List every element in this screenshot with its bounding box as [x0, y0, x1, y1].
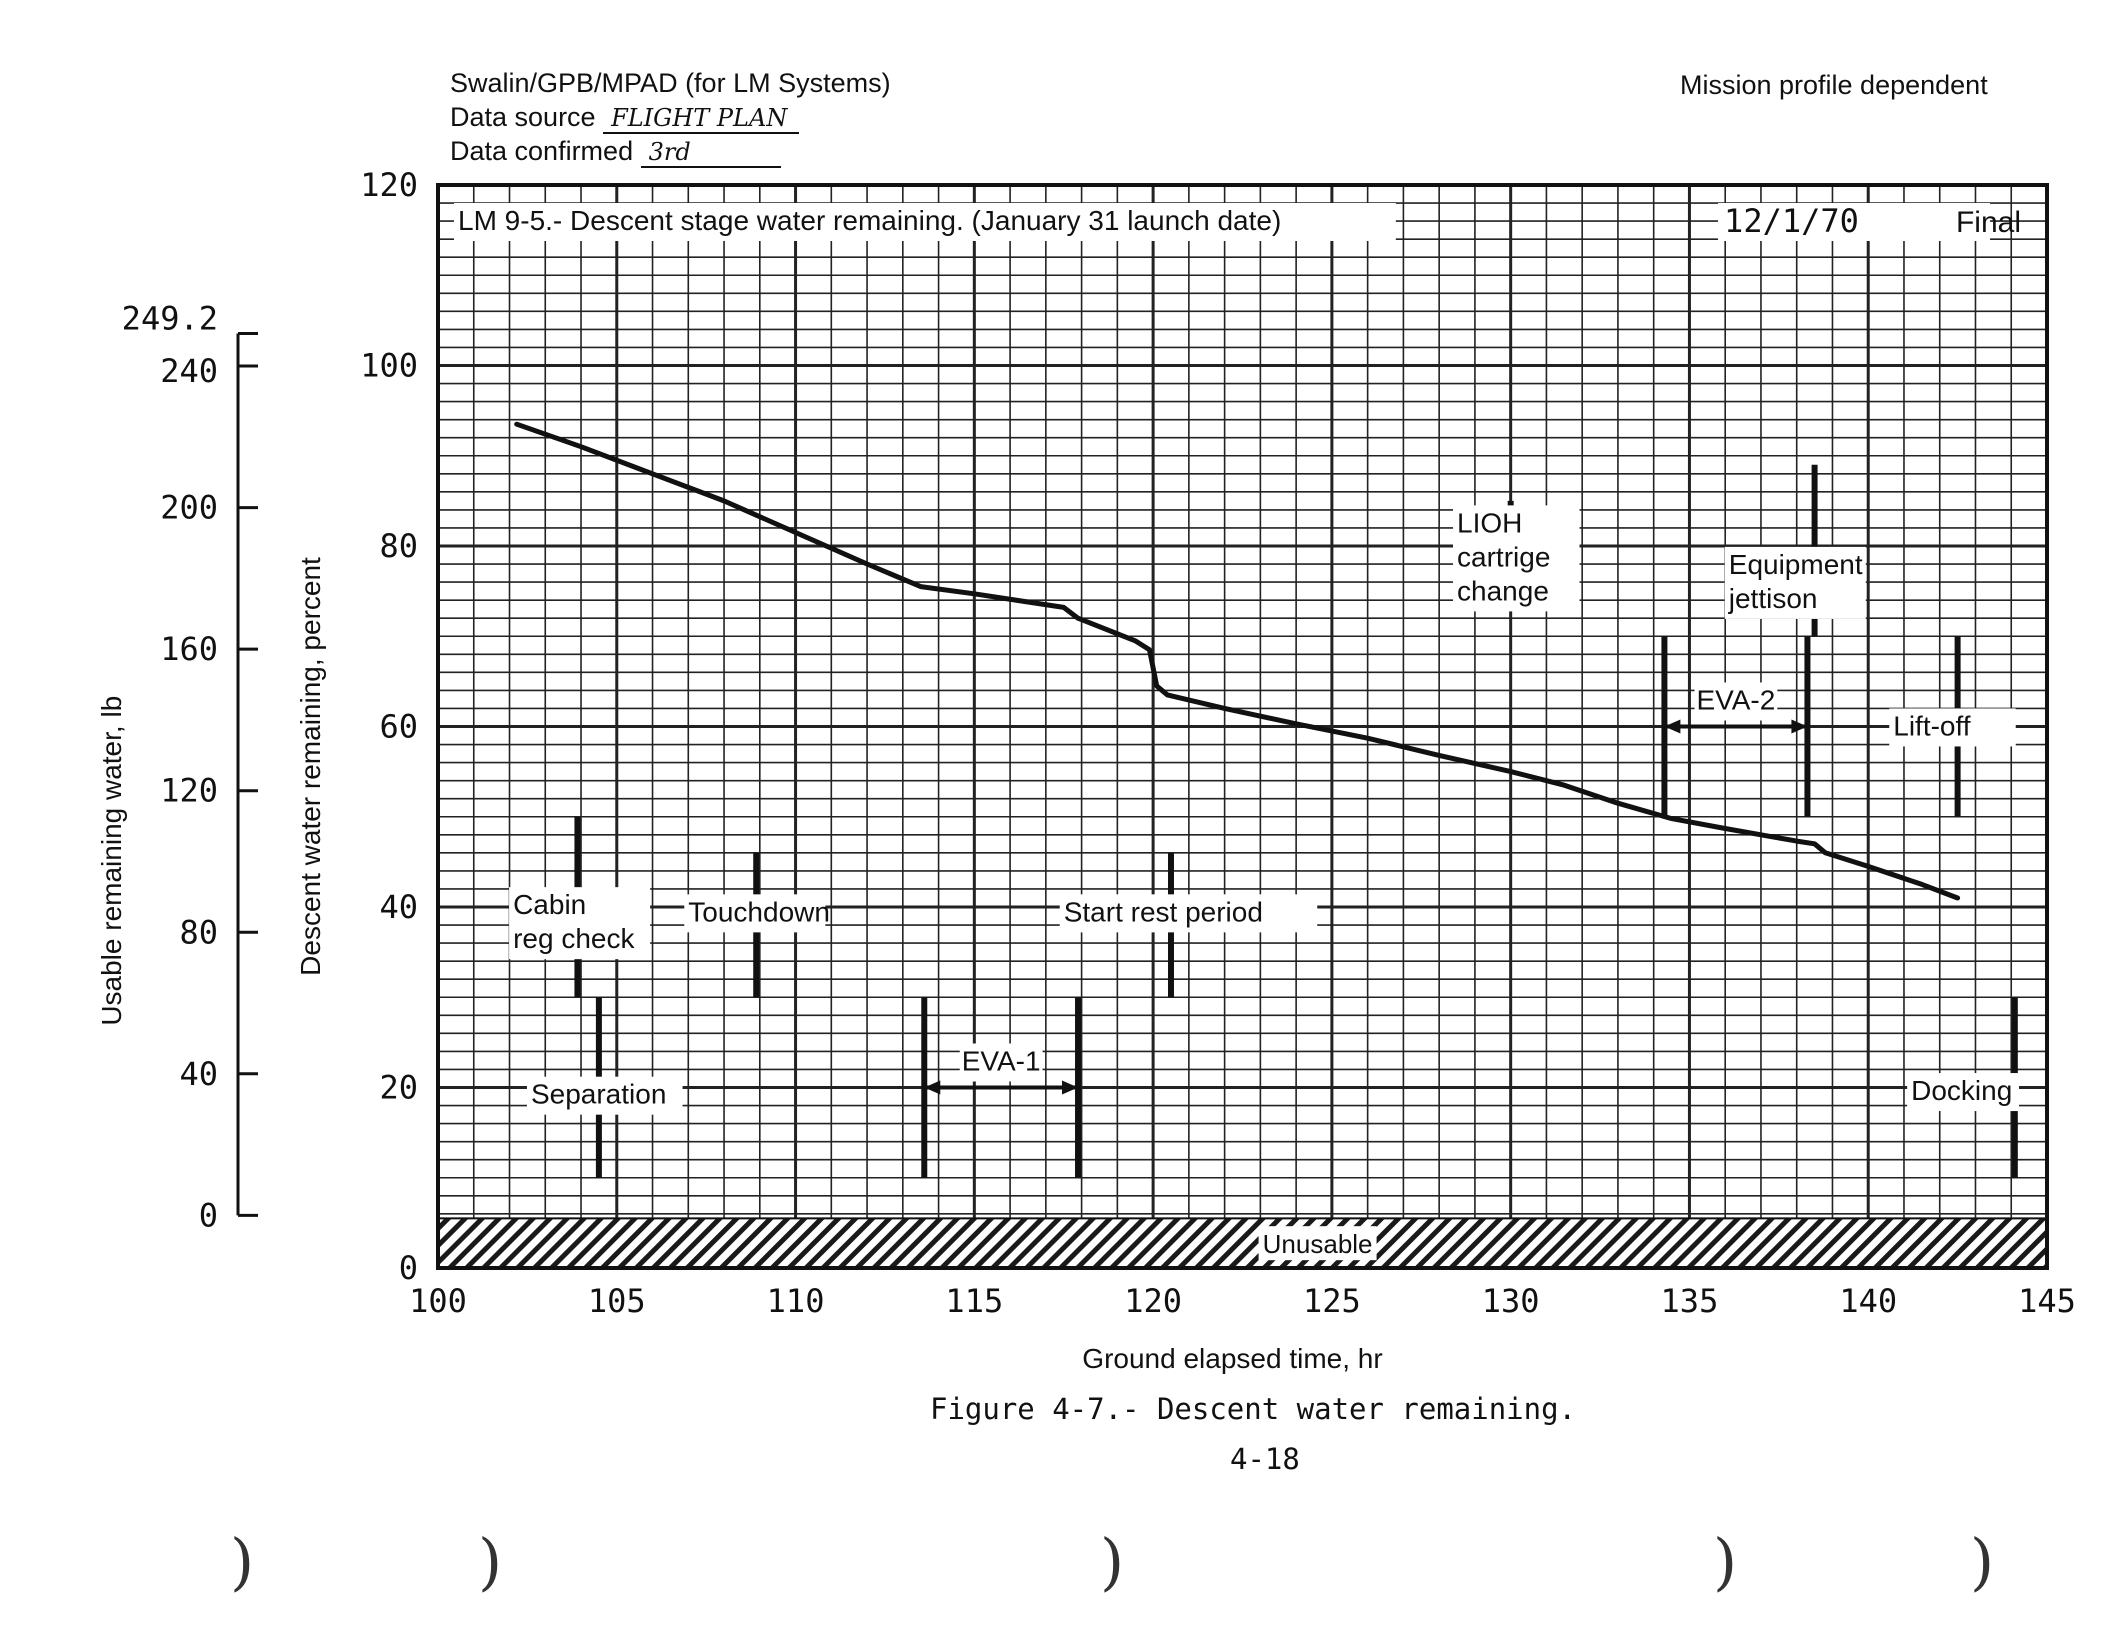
plot-border [436, 183, 2049, 1270]
y-tick-label: 0 [399, 1249, 418, 1287]
x-tick-label: 125 [1303, 1282, 1361, 1320]
series [514, 421, 1961, 901]
binder-mark-3: ) [1100, 1525, 1125, 1598]
y-tick-label: 40 [379, 888, 418, 926]
unusable-band: Unusable [437, 1217, 2048, 1270]
event-label-bg [526, 1076, 683, 1115]
span-arrowhead [1062, 1080, 1079, 1095]
chart-title: LM 9-5.- Descent stage water remaining. … [458, 205, 1281, 236]
mission-profile-note: Mission profile dependent [1680, 70, 1988, 100]
y2-axis-label: Usable remaining water, lb [96, 696, 127, 1026]
data-confirmed-label: Data confirmed [450, 136, 634, 166]
event-label: Start rest period [1064, 896, 1263, 927]
event-label-bg [1059, 894, 1318, 933]
data-source-label: Data source [450, 102, 596, 132]
event-label-bg [1724, 546, 1866, 619]
chart-labels: LM 9-5.- Descent stage water remaining. … [454, 202, 2021, 1115]
y2-tick-label: 0 [199, 1196, 218, 1234]
event-label: Equipment [1729, 549, 1863, 580]
y-axis-label: Descent water remaining, percent [295, 557, 326, 976]
x-tick-label: 105 [588, 1282, 646, 1320]
page-number: 4-18 [1230, 1442, 1300, 1476]
y2-tick-label: 40 [179, 1055, 218, 1093]
event-label: Docking [1911, 1075, 2012, 1106]
date-stamp: 12/1/70 [1724, 202, 1859, 240]
binder-mark-2: ) [478, 1525, 503, 1598]
binder-mark-5: ) [1970, 1525, 1995, 1598]
span-arrowhead [924, 1080, 941, 1095]
span-label-bg [959, 1043, 1043, 1082]
y-tick-label: 100 [360, 347, 418, 385]
binder-mark-4: ) [1713, 1525, 1738, 1598]
data-confirmed-value: 3rd [640, 138, 781, 168]
x-axis-label: Ground elapsed time, hr [1082, 1343, 1382, 1374]
event-label: jettison [1728, 583, 1818, 614]
event-label: Lift-off [1893, 710, 1971, 741]
figure-caption: Figure 4-7.- Descent water remaining. [930, 1392, 1577, 1426]
event-label: reg check [513, 923, 635, 954]
x-tick-label: 130 [1482, 1282, 1540, 1320]
data-source-line: Data source FLIGHT PLAN [450, 102, 800, 134]
span-arrowhead [1664, 719, 1681, 734]
y2-tick-label: 200 [160, 489, 218, 527]
data-source-value: FLIGHT PLAN [603, 104, 800, 134]
x-tick-label: 120 [1124, 1282, 1182, 1320]
event-label: Cabin [513, 889, 586, 920]
series-line [514, 421, 1961, 901]
y-tick-label: 60 [379, 708, 418, 746]
x-tick-label: 145 [2018, 1282, 2076, 1320]
x-tick-label: 140 [1839, 1282, 1897, 1320]
event-label: change [1457, 575, 1549, 606]
author-line: Swalin/GPB/MPAD (for LM Systems) [450, 68, 891, 98]
span-arrowhead [1791, 719, 1808, 734]
unusable-label-bg [1258, 1226, 1377, 1261]
y2-tick-label: 249.2 [122, 300, 218, 338]
event-label: LIOH [1457, 507, 1522, 538]
event-label-bg [1889, 708, 2016, 747]
x-tick-label: 110 [767, 1282, 825, 1320]
binder-mark-1: ) [230, 1525, 255, 1598]
chart-title-bg [454, 203, 1396, 241]
y-tick-label: 120 [360, 166, 418, 204]
event-label: Separation [531, 1079, 666, 1110]
x-tick-label: 100 [409, 1282, 467, 1320]
axes: 100 105 110 115 120 125 130 135 140 145 0 20 40 60 80 1… [96, 166, 2076, 1374]
span-label-bg [1694, 682, 1778, 721]
span-label: EVA-1 [962, 1046, 1041, 1077]
event-label-bg [684, 894, 826, 933]
status-label: Final [1956, 206, 2021, 239]
event-label-bg [1453, 505, 1580, 612]
y2-tick-label: 120 [160, 772, 218, 810]
y2-tick-label: 160 [160, 630, 218, 668]
event-label-bg [509, 887, 651, 960]
unusable-label: Unusable [1263, 1229, 1373, 1259]
event-label: cartrige [1457, 541, 1550, 572]
x-tick-label: 135 [1661, 1282, 1719, 1320]
y2-tick-label: 80 [179, 913, 218, 951]
date-stamp-bg [1718, 203, 1991, 241]
span-label: EVA-2 [1696, 685, 1775, 716]
event-label-bg [1907, 1073, 2020, 1112]
x-tick-label: 115 [945, 1282, 1003, 1320]
data-confirmed-line: Data confirmed 3rd [450, 136, 781, 168]
y-tick-label: 80 [379, 527, 418, 565]
y2-tick-label: 240 [160, 352, 218, 390]
unusable-hatch [437, 1217, 2048, 1270]
y-tick-label: 20 [379, 1069, 418, 1107]
event-label: Touchdown [688, 896, 830, 927]
